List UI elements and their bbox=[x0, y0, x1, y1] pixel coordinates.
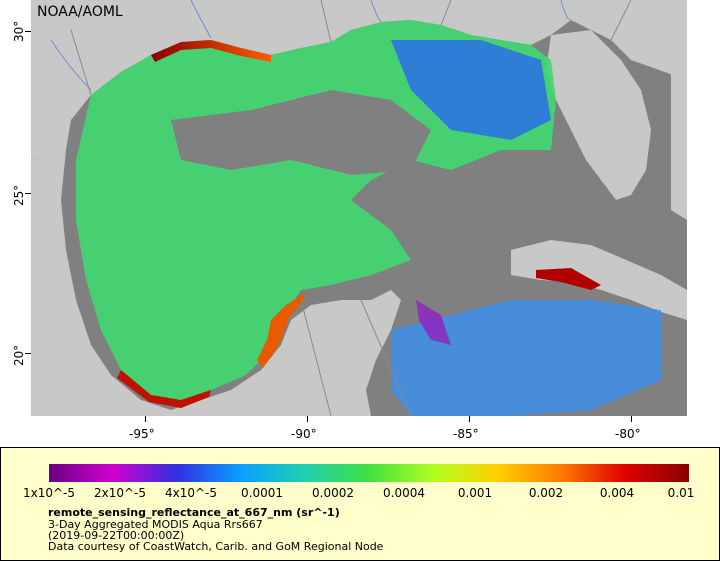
colorbar-label-2e-5: 2x10^-5 bbox=[93, 486, 147, 500]
land-usa bbox=[31, 0, 687, 160]
tick-lat-25 bbox=[25, 193, 31, 194]
tick-lon-90 bbox=[307, 416, 308, 422]
land-east bbox=[671, 0, 687, 220]
coastal-band-cuba bbox=[536, 268, 601, 290]
colorbar-label-0.01: 0.01 bbox=[667, 486, 695, 500]
lon-label-90: -90° bbox=[291, 427, 317, 441]
lat-label-30: 30° bbox=[12, 20, 26, 42]
tick-lon-85 bbox=[469, 416, 470, 422]
colorbar-label-0.0004: 0.0004 bbox=[383, 486, 425, 500]
land-florida bbox=[546, 30, 651, 200]
legend-date: (2019-09-22T00:00:00Z) bbox=[48, 529, 185, 542]
reflectance-field-caribbean bbox=[391, 300, 661, 416]
colorbar bbox=[49, 464, 689, 482]
lat-label-20: 20° bbox=[12, 344, 26, 366]
reflectance-field-ne bbox=[391, 40, 551, 140]
map-panel[interactable]: NOAA/AOML bbox=[31, 0, 687, 416]
lon-label-95: -95° bbox=[129, 427, 155, 441]
tick-lon-80 bbox=[631, 416, 632, 422]
legend-product: 3-Day Aggregated MODIS Aqua Rrs667 bbox=[48, 518, 263, 531]
lon-label-85: -85° bbox=[453, 427, 479, 441]
colorbar-label-0.0001: 0.0001 bbox=[241, 486, 283, 500]
rivers bbox=[50, 0, 572, 91]
tick-lon-95 bbox=[145, 416, 146, 422]
legend-credit: Data courtesy of CoastWatch, Carib. and … bbox=[48, 540, 384, 553]
lon-label-80: -80° bbox=[615, 427, 641, 441]
map-credit: NOAA/AOML bbox=[37, 4, 123, 20]
colorbar-label-0.0002: 0.0002 bbox=[312, 486, 354, 500]
colorbar-label-0.001: 0.001 bbox=[457, 486, 493, 500]
state-borders bbox=[70, 0, 632, 416]
colorbar-label-0.004: 0.004 bbox=[599, 486, 635, 500]
tick-lat-30 bbox=[25, 31, 31, 32]
colorbar-label-1e-5: 1x10^-5 bbox=[22, 486, 76, 500]
gulf-map-image bbox=[31, 0, 687, 416]
colorbar-label-0.002: 0.002 bbox=[528, 486, 564, 500]
land-mexico bbox=[31, 150, 401, 416]
coastal-band-north bbox=[151, 40, 271, 62]
coastal-band-campeche bbox=[117, 370, 211, 408]
legend-title: remote_sensing_reflectance_at_667_nm (sr… bbox=[48, 506, 340, 519]
tick-lat-20 bbox=[25, 353, 31, 354]
coastal-band-mexico bbox=[257, 292, 306, 368]
reflectance-field-central bbox=[171, 90, 431, 175]
coastal-band-yucatan bbox=[416, 300, 451, 345]
legend-panel: 1x10^-5 2x10^-5 4x10^-5 0.0001 0.0002 0.… bbox=[0, 447, 720, 561]
lat-label-25: 25° bbox=[12, 184, 26, 206]
land-cuba bbox=[511, 240, 687, 320]
colorbar-label-4e-5: 4x10^-5 bbox=[164, 486, 218, 500]
